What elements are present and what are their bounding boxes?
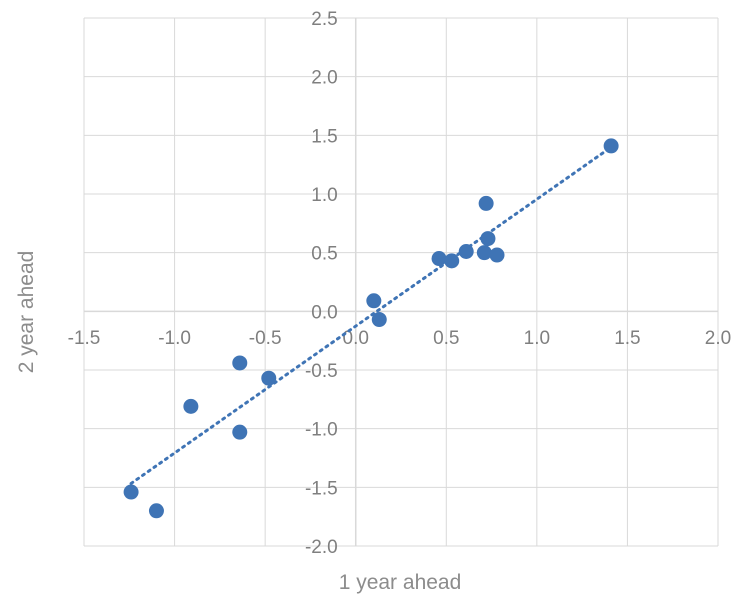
x-tick-label: -0.5 [249, 328, 282, 349]
data-point [183, 398, 199, 414]
x-tick-label: 0.5 [433, 328, 459, 349]
data-point [603, 138, 619, 154]
x-axis-title: 1 year ahead [339, 571, 462, 594]
x-tick-label: 2.0 [705, 328, 731, 349]
data-point [489, 247, 505, 263]
y-tick-label: -2.0 [305, 537, 338, 558]
y-tick-label: 2.0 [311, 68, 337, 89]
y-axis-title: 2 year ahead [15, 251, 38, 374]
x-tick-label: 1.5 [614, 328, 640, 349]
x-tick-label: 1.0 [524, 328, 550, 349]
y-tick-label: 0.0 [311, 302, 337, 323]
x-tick-label: -1.5 [68, 328, 101, 349]
data-point [431, 251, 447, 267]
y-tick-label: 2.5 [311, 9, 337, 30]
y-tick-label: 1.0 [311, 185, 337, 206]
data-point [232, 424, 248, 440]
y-tick-labels: 2.5 2.0 1.5 1.0 0.5 0.0 -0.5 -1.0 -1.5 -2.0 [305, 9, 338, 558]
data-point [476, 245, 492, 261]
data-point [261, 370, 277, 386]
grid-lines [83, 17, 719, 547]
data-point [478, 195, 494, 211]
y-tick-label: -0.5 [305, 361, 338, 382]
x-tick-labels: -1.5 -1.0 -0.5 0.0 0.5 1.0 1.5 2.0 [68, 328, 732, 349]
y-tick-label: -1.0 [305, 420, 338, 441]
trendline-dotted [129, 145, 613, 485]
data-points [123, 138, 619, 519]
data-point [458, 243, 474, 259]
data-point [480, 231, 496, 247]
y-tick-label: 0.5 [311, 244, 337, 265]
axes [84, 18, 718, 546]
data-point [232, 355, 248, 371]
x-tick-label: -1.0 [158, 328, 191, 349]
y-tick-label: 1.5 [311, 126, 337, 147]
trendline [129, 145, 613, 485]
x-tick-label: 0.0 [343, 328, 369, 349]
data-point [366, 293, 382, 309]
data-point [148, 503, 164, 519]
data-point [371, 312, 387, 328]
data-point [444, 253, 460, 269]
y-tick-label: -1.5 [305, 478, 338, 499]
data-point [123, 484, 139, 500]
